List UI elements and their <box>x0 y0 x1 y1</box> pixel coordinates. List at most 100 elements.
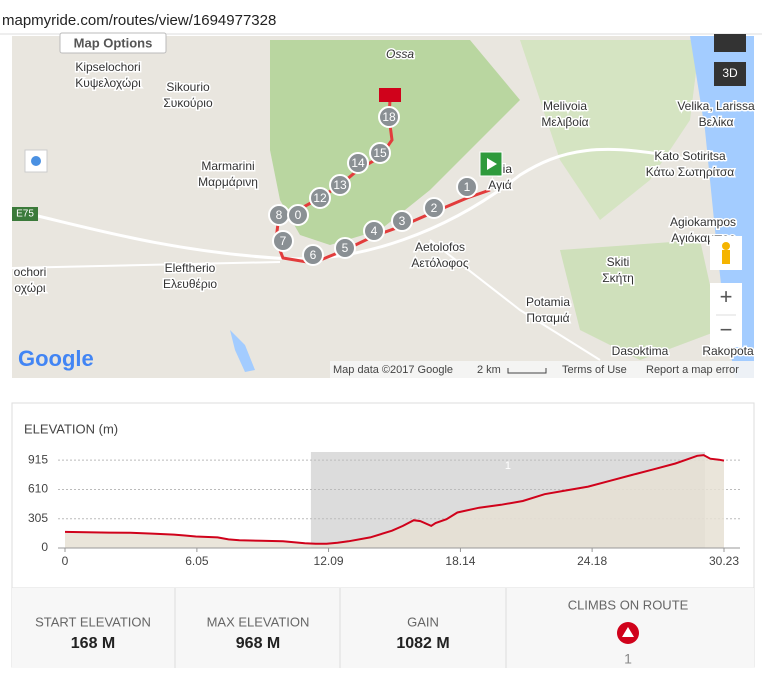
route-marker-label: 15 <box>373 146 387 160</box>
y-tick-label: 305 <box>28 511 48 525</box>
route-marker-label: 12 <box>313 191 327 205</box>
route-marker[interactable] <box>309 187 331 209</box>
place-label: Συκούριο <box>163 96 213 110</box>
forest <box>270 40 520 245</box>
place-label: Κάτω Σωτηρίτσα <box>646 165 735 179</box>
place-label: Potamia <box>526 295 570 309</box>
route-marker[interactable] <box>334 237 356 259</box>
road <box>11 261 281 269</box>
place-label: Σκήτη <box>602 271 634 285</box>
place-label: Velika, Larissa <box>677 99 755 113</box>
x-tick-label: 12.09 <box>314 554 344 568</box>
stat-value: 1 <box>624 651 632 667</box>
start-icon <box>487 158 497 170</box>
route-marker[interactable] <box>369 142 391 164</box>
place-labels: Ossa Kipselochori Κυψελοχώρι Sikourio Συκούρ… <box>12 46 756 360</box>
stat-value: 968 M <box>236 635 280 652</box>
fullscreen-button[interactable] <box>714 34 746 52</box>
place-label: Sikourio <box>166 80 210 94</box>
place-label: Ossa <box>386 47 414 61</box>
route-marker-label: 4 <box>371 224 378 238</box>
map[interactable]: E75 Ossa Kipselochori Κυψελοχώρι Sikourio Συ… <box>11 32 757 378</box>
place-label: Ποταμιά <box>526 311 569 325</box>
x-tick-label: 0 <box>62 554 69 568</box>
zoom-in[interactable]: + <box>720 284 733 309</box>
route-marker-label: 18 <box>382 110 396 124</box>
route-marker[interactable] <box>347 152 369 174</box>
stat-value: 1082 M <box>396 635 449 652</box>
place-label: Marmarini <box>201 159 254 173</box>
route-marker-label: 5 <box>342 241 349 255</box>
stat-label: GAIN <box>407 614 439 629</box>
route-marker-label: 8 <box>276 208 283 222</box>
route-marker[interactable] <box>456 176 478 198</box>
road-shield <box>12 207 38 221</box>
map-options-label: Map Options <box>74 35 153 50</box>
road <box>429 239 601 361</box>
place-label: Eleftherio <box>165 261 216 275</box>
stat-label: CLIMBS ON ROUTE <box>568 597 689 612</box>
scale-bar <box>507 368 547 374</box>
place-label: Μελιβοία <box>541 115 588 129</box>
route-marker-label: 7 <box>280 234 287 248</box>
zoom-out[interactable]: − <box>720 317 733 342</box>
place-label: Kipselochori <box>75 60 140 74</box>
place-label: Ελευθέριο <box>163 277 217 291</box>
attribution-bar <box>330 361 754 378</box>
google-logo: Google <box>18 346 94 371</box>
y-tick-label: 0 <box>41 540 48 554</box>
place-label: Melivoia <box>543 99 587 113</box>
route-marker[interactable] <box>302 244 324 266</box>
route-marker-label: 3 <box>399 214 406 228</box>
place-label: Kato Sotiritsa <box>654 149 726 163</box>
route-marker[interactable] <box>329 174 351 196</box>
route-marker-label: 6 <box>310 248 317 262</box>
elevation-line <box>64 454 725 545</box>
x-tick-label: 24.18 <box>577 554 607 568</box>
place-label: ochori <box>14 265 47 279</box>
stat-label: MAX ELEVATION <box>207 614 310 629</box>
pegman-icon <box>722 250 730 264</box>
y-tick-label: 610 <box>28 482 48 496</box>
place-label: Μαρμάρινη <box>198 175 258 189</box>
place-label: Skiti <box>607 255 630 269</box>
end-marker[interactable] <box>379 88 401 102</box>
road <box>11 147 691 261</box>
stat-value: 168 M <box>71 635 115 652</box>
place-label: Aetolofos <box>415 240 465 254</box>
attribution: Map data ©2017 Google <box>333 364 453 376</box>
route-marker[interactable] <box>287 204 309 226</box>
forest <box>560 240 720 360</box>
place-label: Αετόλοφος <box>411 256 468 270</box>
x-tick-label: 18.14 <box>445 554 475 568</box>
view-label: 3D <box>722 66 738 80</box>
route-marker[interactable] <box>391 210 413 232</box>
elevation-area <box>65 455 724 548</box>
route-marker-label: 0 <box>295 208 302 222</box>
terms-link[interactable]: Terms of Use <box>562 364 627 376</box>
map-options-button[interactable] <box>59 32 167 54</box>
route-marker[interactable] <box>378 106 400 128</box>
route-marker[interactable] <box>272 230 294 252</box>
view-button[interactable] <box>714 62 746 86</box>
report-link[interactable]: Report a map error <box>646 364 739 376</box>
route-marker[interactable] <box>423 197 445 219</box>
lake <box>230 330 255 372</box>
y-tick-label: 915 <box>28 452 48 466</box>
pegman-icon <box>722 242 730 250</box>
scale-label: 2 km <box>477 364 501 376</box>
place-label: Βελίκα <box>699 115 734 129</box>
climb-label: 1 <box>505 460 511 472</box>
route-marker-label: 13 <box>333 178 347 192</box>
route-marker-label: 1 <box>464 180 471 194</box>
url[interactable]: mapmyride.com/routes/view/1694977328 <box>2 12 276 29</box>
place-label: Agiokampos <box>670 215 736 229</box>
route-marker-label: 14 <box>351 156 365 170</box>
route-marker-label: 2 <box>431 201 438 215</box>
route-marker[interactable] <box>363 220 385 242</box>
place-label: Κυψελοχώρι <box>75 76 141 90</box>
place-label: οχώρι <box>14 281 46 295</box>
